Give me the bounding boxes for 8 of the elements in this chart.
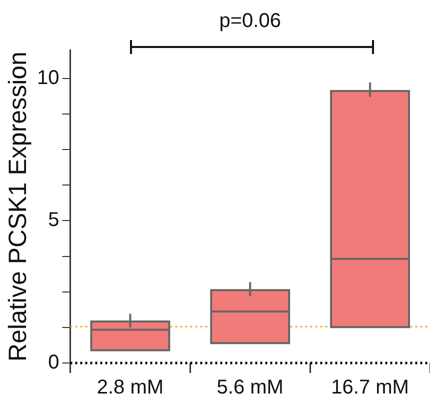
y-tick-label: 0 [48, 352, 60, 374]
y-tick-label: 10 [36, 66, 60, 89]
x-tick-label: 16.7 mM [331, 376, 409, 399]
y-tick-label: 5 [48, 209, 60, 232]
text: p=0.06 [219, 10, 281, 33]
y-axis-title: Relative PCSK1 Expression [4, 52, 32, 362]
x-tick-label: 5.6 mM [216, 376, 284, 399]
x-tick-label: 2.8 mM [96, 376, 164, 399]
